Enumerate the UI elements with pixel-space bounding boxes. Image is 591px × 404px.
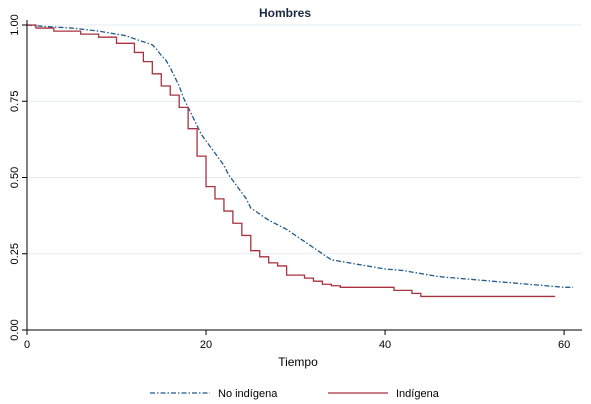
legend-label-no-indigena: No indígena [218, 388, 278, 400]
x-tick-label-1: 20 [200, 339, 212, 351]
y-tick-label-3: 0.75 [9, 91, 21, 112]
x-tick-label-3: 60 [558, 339, 570, 351]
series-lines [26, 24, 574, 298]
y-tick-label-1: 0.25 [9, 243, 21, 264]
series-line-no-indigena [26, 24, 574, 288]
legend-label-indigena: Indígena [396, 388, 440, 400]
y-tick-label-4: 1.00 [9, 14, 21, 35]
axes: 0.00 0.25 0.50 0.75 1.00 0 20 40 60 [9, 14, 582, 351]
x-axis-label: Tiempo [278, 355, 318, 369]
series-line-indigena [27, 24, 556, 298]
y-tick-label-2: 0.50 [9, 167, 21, 188]
grid-lines [27, 24, 582, 331]
x-tick-label-0: 0 [24, 339, 30, 351]
legend: No indígena Indígena [150, 388, 440, 400]
chart-title: Hombres [259, 6, 311, 20]
x-tick-label-2: 40 [379, 339, 391, 351]
y-tick-label-0: 0.00 [9, 319, 21, 340]
